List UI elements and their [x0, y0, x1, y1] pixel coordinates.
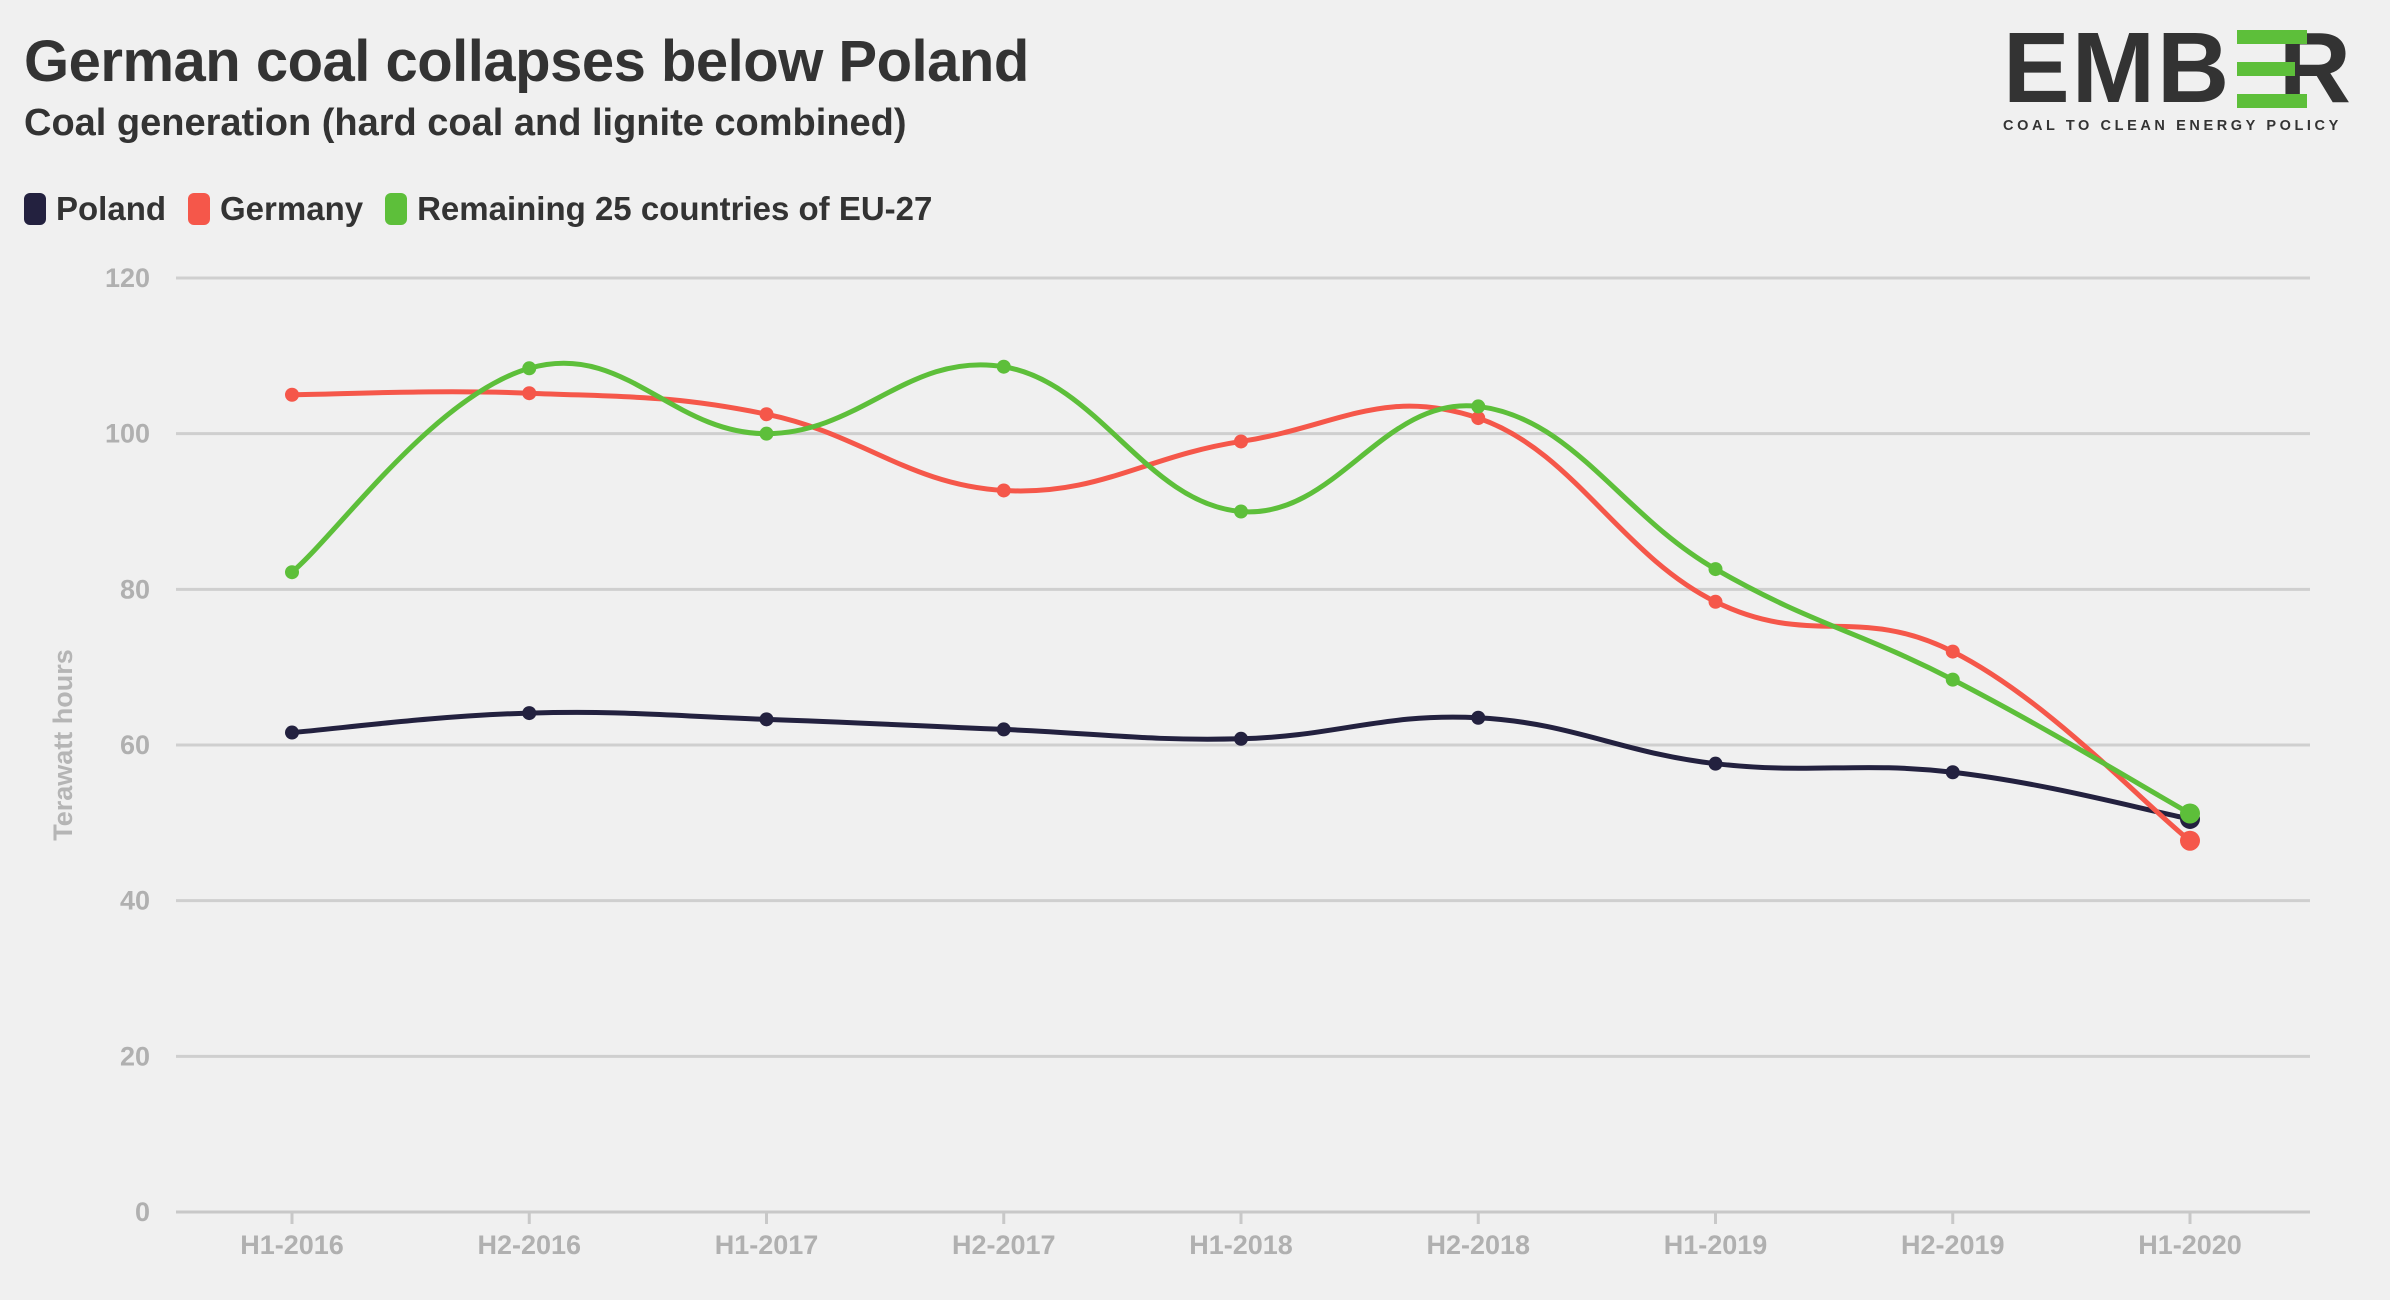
logo-wordmark: EMB R — [2003, 12, 2353, 124]
data-point-remaining-25-countries-of-eu-27 — [1234, 504, 1248, 519]
data-point-poland — [522, 706, 537, 721]
series-line-poland — [289, 709, 2193, 822]
series-germany — [285, 386, 2200, 851]
y-tick-label: 80 — [120, 574, 150, 604]
series-poland — [285, 706, 2200, 829]
data-point-remaining-25-countries-of-eu-27 — [285, 565, 299, 580]
x-tick-label: H1-2017 — [715, 1230, 819, 1260]
legend-swatch-germany — [188, 193, 211, 225]
data-point-germany — [285, 387, 299, 402]
x-tick-label: H2-2018 — [1426, 1230, 1530, 1260]
logo-green-e-icon — [2237, 30, 2308, 108]
data-point-germany — [1945, 644, 1960, 659]
data-point-poland — [996, 722, 1011, 737]
data-point-germany — [996, 483, 1011, 498]
x-tick-label: H1-2016 — [240, 1230, 344, 1260]
chart-title: German coal collapses below Poland — [24, 29, 1029, 94]
data-point-germany — [1471, 411, 1486, 426]
y-tick-label: 20 — [120, 1041, 150, 1071]
data-point-poland — [1234, 731, 1248, 746]
data-point-remaining-25-countries-of-eu-27 — [759, 426, 774, 441]
x-tick-label: H1-2019 — [1664, 1230, 1768, 1260]
y-tick-label: 100 — [105, 419, 150, 449]
legend-label-remaining-eu: Remaining 25 countries of EU-27 — [417, 190, 933, 227]
x-tick-label: H2-2017 — [952, 1230, 1056, 1260]
data-point-poland — [1471, 710, 1486, 725]
x-axis-ticks: H1-2016 H2-2016 H1-2017 H2-2017 H1-2018 H2-20… — [240, 1212, 2242, 1260]
data-point-poland — [1708, 756, 1723, 771]
series-line-germany — [289, 389, 2193, 844]
x-tick-label: H2-2019 — [1901, 1230, 2005, 1260]
legend-swatch-remaining-eu — [385, 193, 408, 225]
data-point-poland — [759, 712, 774, 727]
legend-item-germany[interactable]: Germany — [188, 190, 363, 228]
y-tick-label: 40 — [120, 886, 150, 916]
y-tick-label: 0 — [135, 1197, 150, 1227]
data-point-remaining-25-countries-of-eu-27 — [1945, 672, 1960, 687]
data-point-remaining-25-countries-of-eu-27 — [1471, 399, 1486, 414]
data-point-germany — [1234, 434, 1248, 449]
y-axis-label: Terawatt hours — [48, 649, 78, 841]
ember-logo: EMB R COAL TO CLEAN ENERGY POLICY — [2003, 12, 2353, 136]
data-point-remaining-25-countries-of-eu-27 — [522, 361, 537, 376]
logo-tagline: COAL TO CLEAN ENERGY POLICY — [2003, 118, 2342, 134]
data-point-poland — [285, 725, 299, 740]
gridlines — [176, 276, 2310, 1214]
series-lines — [285, 359, 2200, 851]
data-point-germany — [759, 407, 774, 422]
legend-label-poland: Poland — [56, 190, 167, 227]
legend: Poland Germany Remaining 25 countries of… — [24, 190, 932, 228]
data-point-poland — [1945, 765, 1960, 780]
data-point-remaining-25-countries-of-eu-27 — [996, 359, 1011, 374]
y-tick-label: 120 — [105, 263, 150, 293]
x-tick-label: H1-2020 — [2138, 1230, 2242, 1260]
data-point-remaining-25-countries-of-eu-27 — [2180, 803, 2200, 824]
y-axis-ticks: 0 20 40 60 80 100 120 — [105, 263, 150, 1227]
legend-item-poland[interactable]: Poland — [24, 190, 166, 228]
data-point-germany — [1708, 594, 1723, 609]
data-point-germany — [2180, 830, 2200, 851]
legend-swatch-poland — [24, 193, 46, 225]
chart-subtitle: Coal generation (hard coal and lignite c… — [24, 102, 907, 144]
y-tick-label: 60 — [120, 730, 150, 760]
series-remaining-25-countries-of-eu-27 — [285, 359, 2200, 824]
legend-label-germany: Germany — [220, 190, 364, 227]
data-point-germany — [522, 386, 537, 401]
legend-item-remaining-eu[interactable]: Remaining 25 countries of EU-27 — [385, 190, 932, 228]
x-tick-label: H1-2018 — [1189, 1230, 1293, 1260]
x-tick-label: H2-2016 — [477, 1230, 581, 1260]
data-point-remaining-25-countries-of-eu-27 — [1708, 562, 1723, 577]
